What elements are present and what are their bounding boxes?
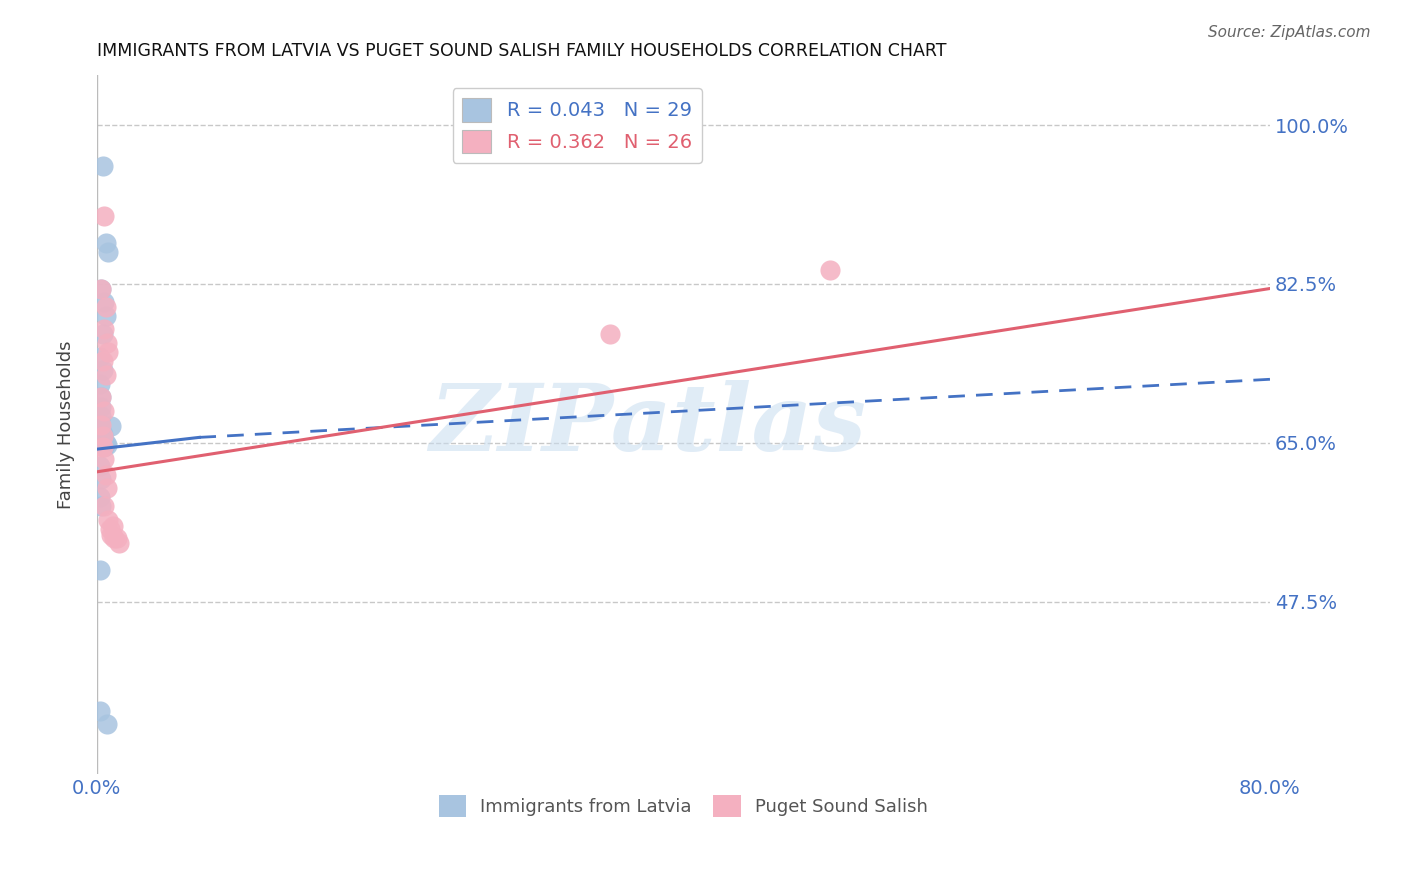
Point: [599, 326, 621, 341]
Point: [96, 335, 118, 350]
Y-axis label: Family Households: Family Households: [58, 341, 75, 509]
Point: [89, 416, 111, 430]
Text: IMMIGRANTS FROM LATVIA VS PUGET SOUND SALISH FAMILY HOUSEHOLDS CORRELATION CHART: IMMIGRANTS FROM LATVIA VS PUGET SOUND SA…: [97, 42, 946, 60]
Point: [90, 400, 112, 414]
Point: [93, 404, 115, 418]
Point: [89, 704, 111, 718]
Point: [91, 431, 114, 445]
Point: [90, 391, 112, 405]
Point: [97, 513, 120, 527]
Point: [94, 435, 117, 450]
Point: [96, 481, 118, 495]
Point: [94, 368, 117, 382]
Point: [91, 354, 114, 368]
Point: [96, 437, 118, 451]
Point: [90, 500, 112, 514]
Point: [89, 350, 111, 364]
Text: Source: ZipAtlas.com: Source: ZipAtlas.com: [1208, 25, 1371, 40]
Point: [90, 409, 112, 423]
Point: [90, 281, 112, 295]
Point: [94, 236, 117, 251]
Point: [89, 563, 111, 577]
Point: [97, 345, 120, 359]
Point: [90, 391, 112, 405]
Point: [89, 376, 111, 391]
Point: [96, 717, 118, 731]
Point: [93, 500, 115, 514]
Point: [93, 441, 115, 455]
Point: [103, 531, 125, 545]
Point: [93, 435, 115, 450]
Point: [91, 426, 114, 441]
Point: [101, 519, 124, 533]
Point: [89, 490, 111, 504]
Point: [90, 422, 112, 436]
Point: [105, 531, 128, 545]
Point: [90, 281, 112, 295]
Point: [100, 419, 122, 434]
Point: [90, 472, 112, 486]
Point: [91, 326, 114, 341]
Point: [91, 363, 114, 377]
Point: [107, 535, 129, 549]
Point: [94, 309, 117, 323]
Point: [91, 159, 114, 173]
Point: [97, 245, 120, 260]
Text: ZIPatlas: ZIPatlas: [430, 380, 866, 470]
Point: [90, 417, 112, 432]
Point: [98, 522, 121, 536]
Point: [93, 322, 115, 336]
Point: [91, 428, 114, 442]
Point: [94, 300, 117, 314]
Legend: Immigrants from Latvia, Puget Sound Salish: Immigrants from Latvia, Puget Sound Sali…: [432, 788, 935, 824]
Point: [93, 452, 115, 467]
Point: [93, 295, 115, 310]
Point: [89, 458, 111, 473]
Point: [93, 209, 115, 223]
Point: [100, 528, 122, 542]
Point: [94, 467, 117, 482]
Point: [91, 441, 114, 455]
Point: [818, 263, 841, 277]
